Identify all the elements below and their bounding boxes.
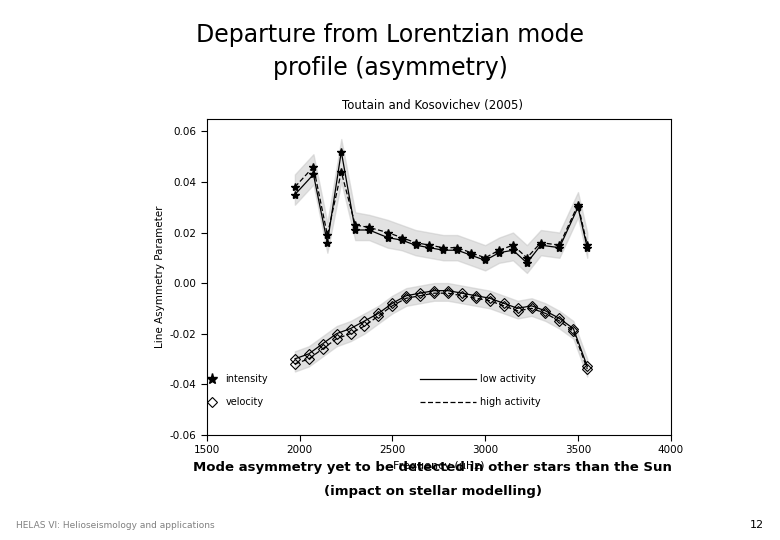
Text: 12: 12 (750, 520, 764, 530)
Text: Toutain and Kosovichev (2005): Toutain and Kosovichev (2005) (342, 99, 523, 112)
Y-axis label: Line Asymmetry Parameter: Line Asymmetry Parameter (155, 206, 165, 348)
X-axis label: Frequency (μHz): Frequency (μHz) (393, 461, 484, 471)
Text: (impact on stellar modelling): (impact on stellar modelling) (324, 485, 542, 498)
Text: velocity: velocity (225, 397, 264, 407)
Text: Departure from Lorentzian mode: Departure from Lorentzian mode (196, 23, 584, 47)
Text: HELAS VI: Helioseismology and applications: HELAS VI: Helioseismology and applicatio… (16, 521, 214, 530)
Text: Mode asymmetry yet to be detected in other stars than the Sun: Mode asymmetry yet to be detected in oth… (193, 461, 672, 474)
Text: profile (asymmetry): profile (asymmetry) (272, 56, 508, 79)
Text: low activity: low activity (480, 374, 535, 384)
Text: high activity: high activity (480, 397, 541, 407)
Text: intensity: intensity (225, 374, 268, 384)
